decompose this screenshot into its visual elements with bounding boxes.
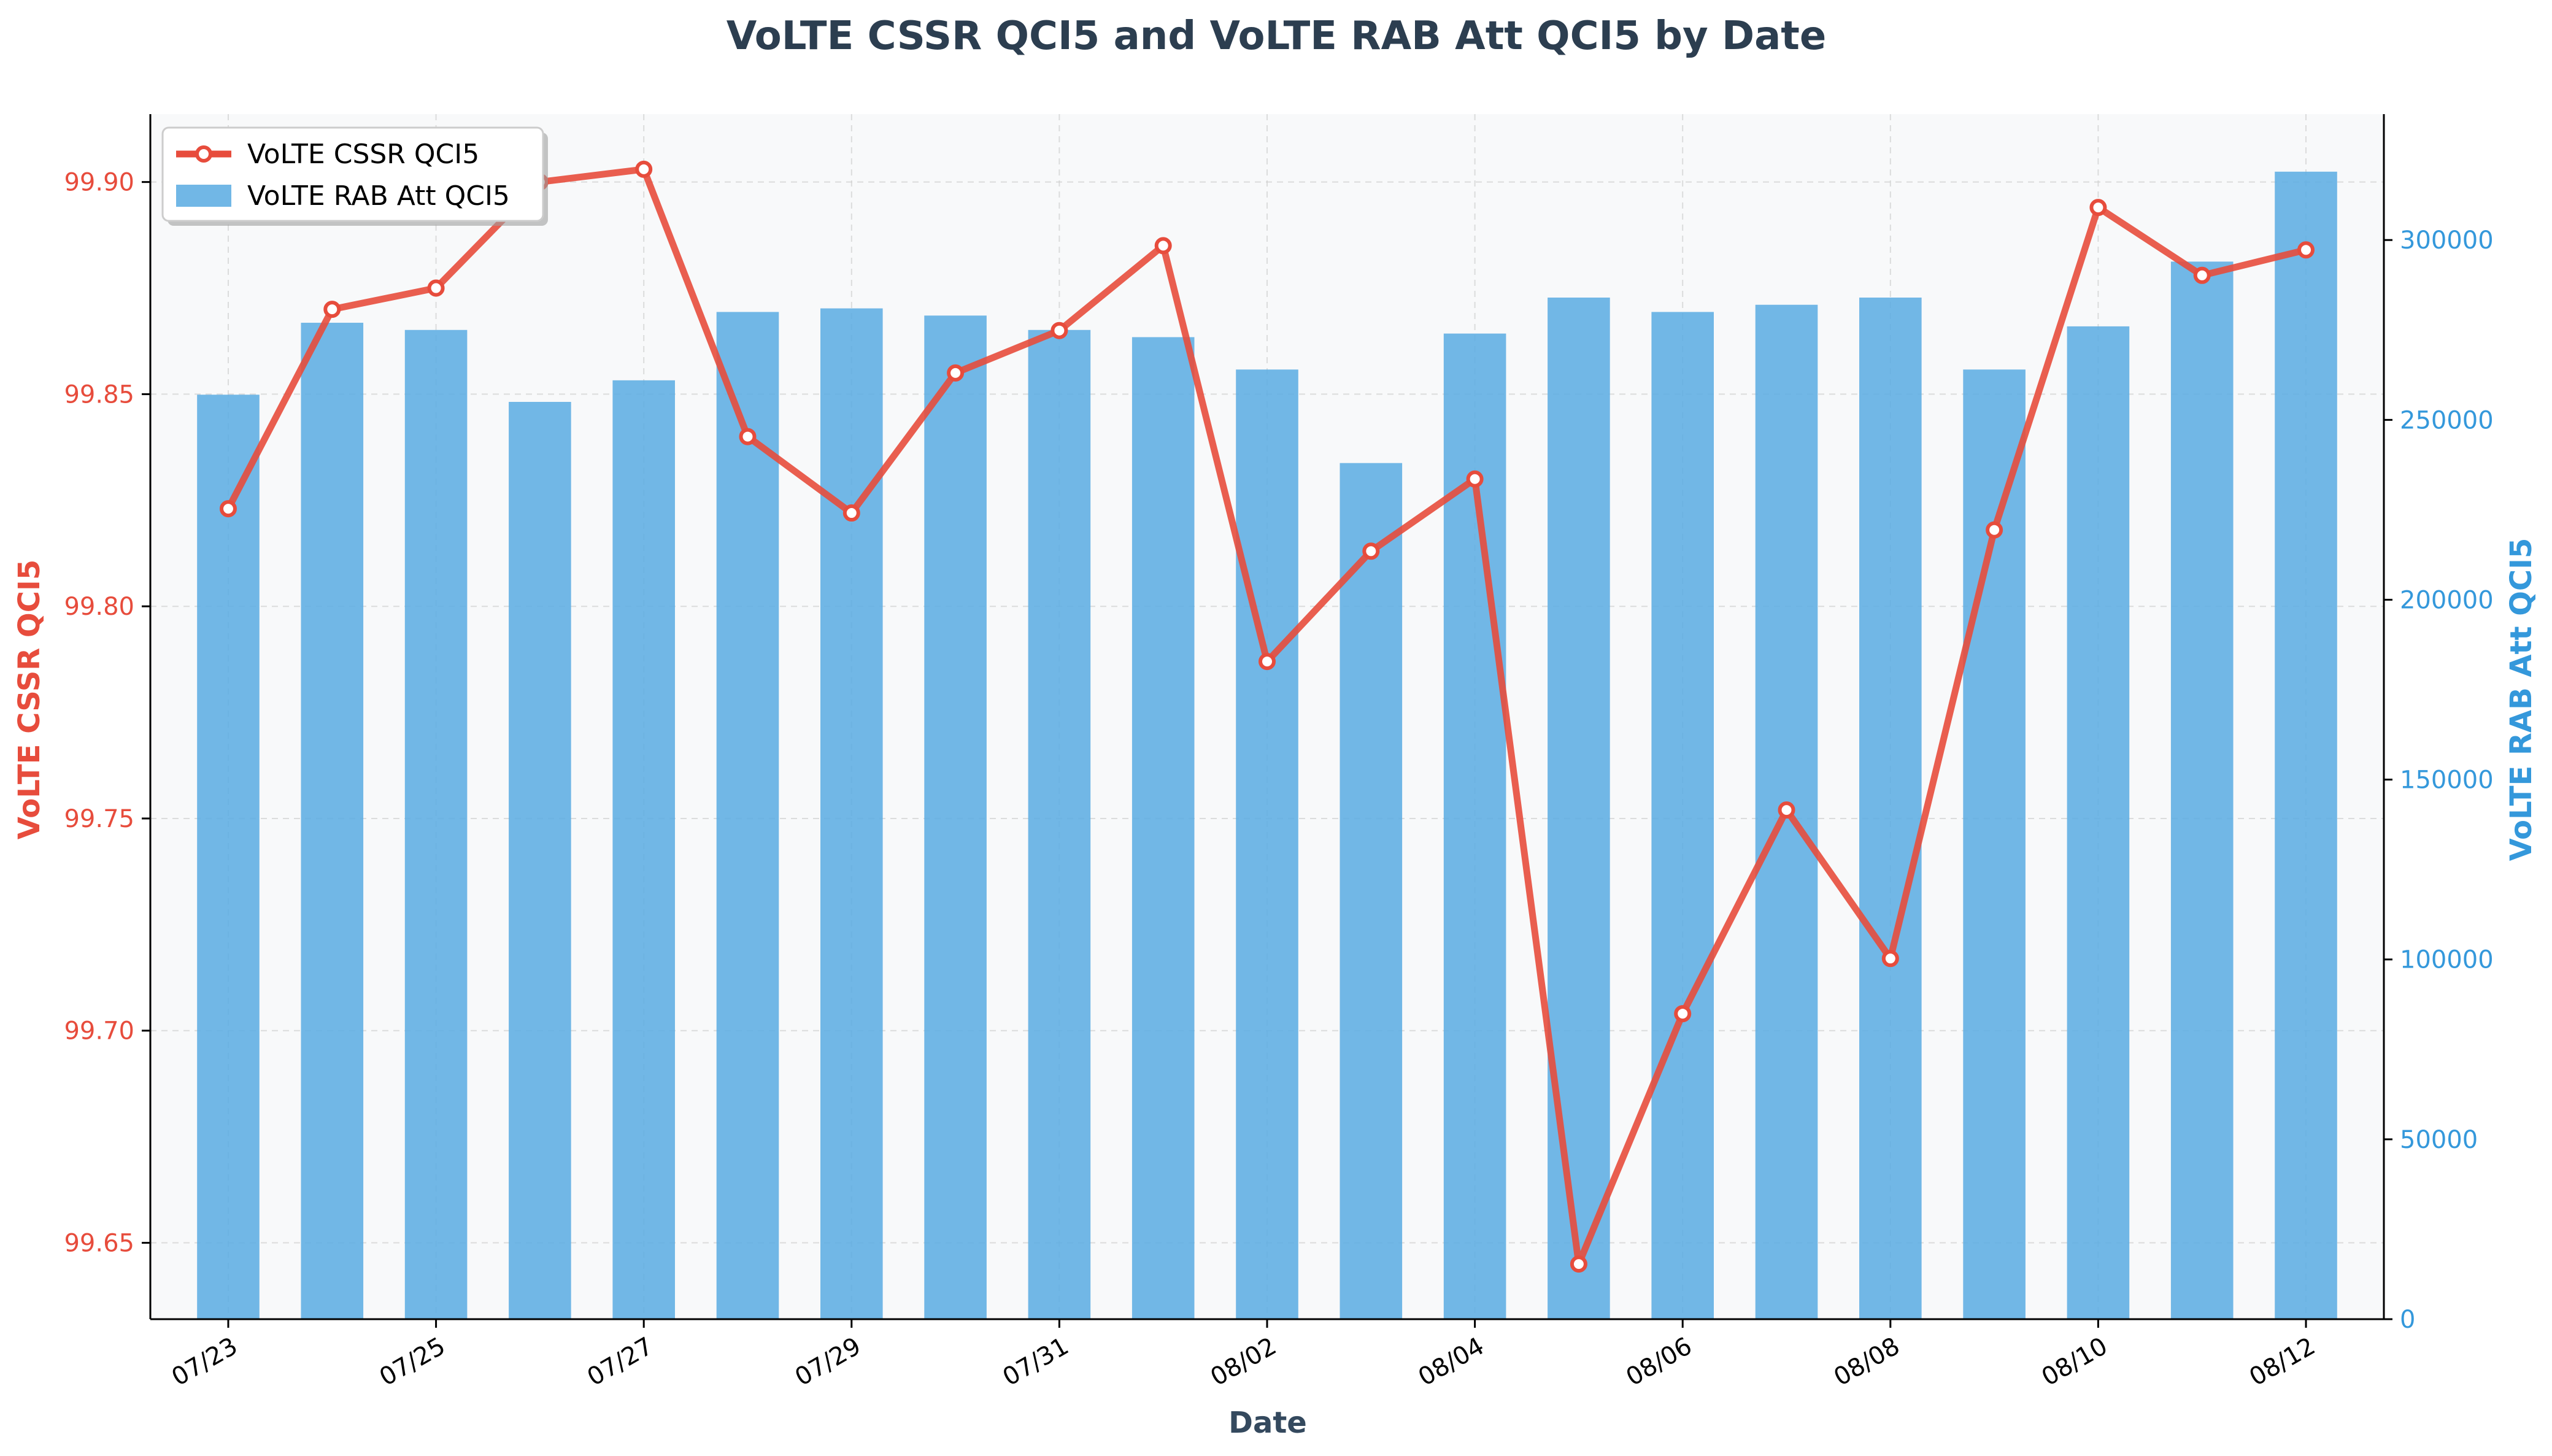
bar <box>509 402 571 1320</box>
legend-line-marker <box>195 145 212 163</box>
line-point <box>1154 237 1172 255</box>
legend-bar-swatch <box>176 185 231 207</box>
x-tick-label: 07/27 <box>582 1332 658 1392</box>
bar <box>1548 297 1610 1319</box>
line-point <box>1674 1005 1692 1023</box>
y-tick-label-left: 99.80 <box>64 593 134 621</box>
x-tick-label: 08/06 <box>1621 1332 1697 1392</box>
y-tick-label-right: 0 <box>2400 1306 2415 1334</box>
y-axis-label-left: VoLTE CSSR QCI5 <box>12 560 47 839</box>
legend-label-bar: VoLTE RAB Att QCI5 <box>247 180 510 212</box>
legend-box <box>161 126 544 222</box>
legend-label-line: VoLTE CSSR QCI5 <box>247 139 479 170</box>
x-axis-label: Date <box>1228 1406 1307 1440</box>
bar <box>1651 312 1714 1319</box>
chart-title: VoLTE CSSR QCI5 and VoLTE RAB Att QCI5 b… <box>727 13 1827 59</box>
line-point <box>2089 199 2107 217</box>
bar <box>197 395 260 1319</box>
bar <box>404 329 468 1319</box>
line-point <box>1986 521 2003 539</box>
bar <box>820 308 883 1319</box>
line-point <box>635 160 653 178</box>
y-tick-label-left: 99.85 <box>64 380 134 409</box>
line-point <box>1881 950 1899 968</box>
y-tick-label-right: 250000 <box>2400 406 2494 434</box>
line-point <box>739 428 757 445</box>
x-tick-label: 07/29 <box>790 1332 866 1392</box>
line-point <box>427 279 445 297</box>
bar <box>1340 463 1403 1319</box>
x-tick-label: 08/08 <box>1829 1332 1905 1392</box>
line-point <box>1466 470 1484 488</box>
y-tick-label-right: 150000 <box>2400 766 2494 795</box>
y-tick-label-right: 300000 <box>2400 226 2494 255</box>
y-tick-label-right: 100000 <box>2400 946 2494 974</box>
line-point <box>1259 653 1276 671</box>
y-tick-label-right: 200000 <box>2400 586 2494 614</box>
bar <box>2067 326 2130 1320</box>
bar <box>301 323 364 1319</box>
line-point <box>2193 266 2211 284</box>
line-point <box>219 500 237 518</box>
line-point <box>323 301 341 318</box>
x-tick-label: 08/12 <box>2245 1332 2320 1392</box>
line-point <box>947 364 965 382</box>
line-point <box>1778 801 1795 819</box>
bar <box>1963 369 2026 1319</box>
bar <box>1028 329 1091 1319</box>
line-point <box>2297 241 2315 259</box>
bar <box>2275 171 2337 1319</box>
line-point <box>842 504 860 522</box>
y-tick-label-left: 99.90 <box>64 169 134 197</box>
y-tick-label-left: 99.65 <box>64 1230 134 1258</box>
bar <box>2170 261 2234 1320</box>
line-point <box>1570 1255 1587 1273</box>
y-tick-label-left: 99.75 <box>64 805 134 833</box>
bar <box>716 312 779 1319</box>
bar <box>924 315 987 1319</box>
x-tick-label: 07/31 <box>998 1332 1074 1392</box>
x-tick-label: 08/02 <box>1206 1332 1281 1392</box>
x-tick-label: 07/23 <box>167 1332 242 1392</box>
bar <box>1131 337 1195 1319</box>
line-point <box>1050 322 1068 339</box>
x-tick-label: 08/10 <box>2037 1332 2113 1392</box>
y-tick-label-left: 99.70 <box>64 1017 134 1046</box>
y-axis-label-right: VoLTE RAB Att QCI5 <box>2504 538 2539 861</box>
bar <box>1859 297 1922 1319</box>
x-tick-label: 08/04 <box>1414 1332 1489 1392</box>
x-tick-label: 07/25 <box>375 1332 450 1392</box>
bar <box>1236 369 1298 1319</box>
y-tick-label-right: 50000 <box>2400 1126 2478 1154</box>
line-point <box>1362 542 1380 560</box>
bar <box>612 380 675 1319</box>
